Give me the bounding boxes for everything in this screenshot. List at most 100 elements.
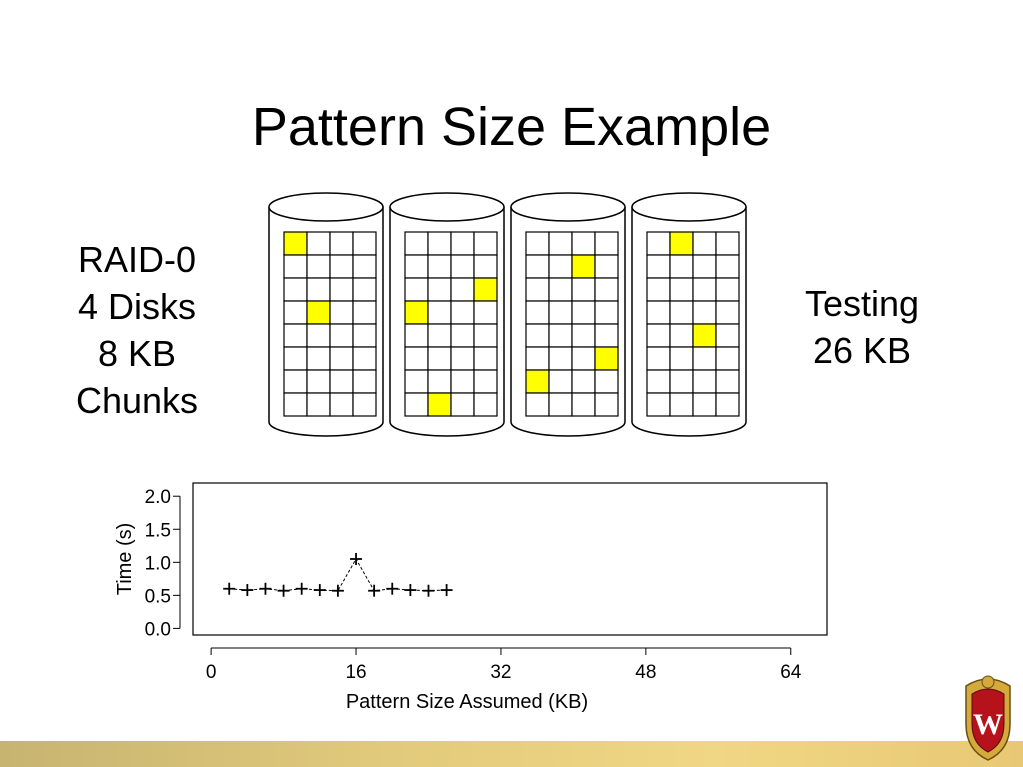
chunk-cell <box>548 346 573 371</box>
chunk-cell <box>548 277 573 302</box>
chunk-cell <box>548 369 573 394</box>
chunk-cell <box>306 392 331 417</box>
chunk-cell <box>669 369 694 394</box>
chunk-cell <box>646 231 671 256</box>
chunk-cell <box>450 392 475 417</box>
highlighted-chunk-cell <box>594 346 619 371</box>
chunk-cell <box>525 300 550 325</box>
chunk-cell <box>352 323 377 348</box>
y-tick-label: 0.5 <box>145 586 171 607</box>
chunk-cell <box>352 369 377 394</box>
chunk-cell <box>427 346 452 371</box>
pattern-size-chart: 0 16 32 48 64 0.0 0.5 1.0 1.5 2.0 Pattern Size Ass… <box>114 482 828 713</box>
chunk-cell <box>404 392 429 417</box>
data-point-marker <box>368 584 381 597</box>
chunk-cell <box>283 369 308 394</box>
chunk-cell <box>450 277 475 302</box>
chunk-cell <box>283 254 308 279</box>
x-tick-label: 32 <box>490 662 511 683</box>
chunk-cell <box>548 323 573 348</box>
chunk-cell <box>306 231 331 256</box>
x-tick-label: 48 <box>635 662 656 683</box>
chunk-cell <box>669 277 694 302</box>
highlighted-chunk-cell <box>427 392 452 417</box>
raid-level-label: RAID-0 <box>77 239 197 280</box>
testing-caption: Testing 26 KB <box>782 280 942 374</box>
chunk-cell <box>427 254 452 279</box>
chunk-cell <box>352 392 377 417</box>
chunk-cell <box>646 346 671 371</box>
chunk-cell <box>306 323 331 348</box>
disk-4 <box>631 192 747 437</box>
chunk-cell <box>473 300 498 325</box>
chunk-cell <box>306 277 331 302</box>
chunk-cell <box>525 254 550 279</box>
testing-size-label: 26 KB <box>812 330 912 371</box>
chunks-label: Chunks <box>75 380 199 421</box>
chunk-cell <box>329 300 354 325</box>
chunk-cell <box>548 254 573 279</box>
chunk-cell <box>646 300 671 325</box>
chunk-cell <box>427 323 452 348</box>
chunk-cell <box>715 231 740 256</box>
crest-letter: W <box>973 708 1003 741</box>
plot-frame <box>192 482 828 636</box>
data-point-marker <box>259 582 272 595</box>
chunk-cell <box>525 346 550 371</box>
y-tick-label: 1.5 <box>145 520 171 541</box>
data-point-marker <box>295 582 308 595</box>
data-point-marker <box>422 584 435 597</box>
disk-top <box>268 192 384 222</box>
chunk-cell <box>692 254 717 279</box>
x-tick-label: 64 <box>780 662 802 683</box>
chunk-cell <box>329 346 354 371</box>
chunk-cell <box>548 231 573 256</box>
chunk-cell <box>692 300 717 325</box>
highlighted-chunk-cell <box>692 323 717 348</box>
data-point-marker <box>331 584 344 597</box>
slide-title: Pattern Size Example <box>251 97 772 157</box>
chunk-cell <box>669 323 694 348</box>
chunk-cell <box>525 277 550 302</box>
data-point-marker <box>386 582 399 595</box>
data-point-marker <box>241 584 254 597</box>
raid-disk-diagram <box>268 192 747 437</box>
footer-bar <box>0 741 1023 767</box>
chunk-cell <box>692 369 717 394</box>
chunk-cell <box>715 277 740 302</box>
chunk-cell <box>548 392 573 417</box>
chunk-cell <box>594 323 619 348</box>
chunk-cell <box>692 346 717 371</box>
data-point-marker <box>223 582 236 595</box>
chunk-cell <box>525 392 550 417</box>
chunk-cell <box>571 392 596 417</box>
highlighted-chunk-cell <box>283 231 308 256</box>
disk-top <box>389 192 505 222</box>
chunk-cell <box>450 346 475 371</box>
chunk-cell <box>594 254 619 279</box>
raid-config-caption: RAID-0 4 Disks 8 KB Chunks <box>58 236 216 424</box>
chunk-cell <box>571 300 596 325</box>
chunk-cell <box>427 300 452 325</box>
chunk-cell <box>715 254 740 279</box>
chunk-cell <box>692 392 717 417</box>
chunk-cell <box>715 392 740 417</box>
highlighted-chunk-cell <box>525 369 550 394</box>
chunk-cell <box>404 369 429 394</box>
chunk-cell <box>352 277 377 302</box>
highlighted-chunk-cell <box>306 300 331 325</box>
chunk-cell <box>692 277 717 302</box>
highlighted-chunk-cell <box>404 300 429 325</box>
disk-top <box>631 192 747 222</box>
chunk-cell <box>404 231 429 256</box>
chunk-cell <box>692 231 717 256</box>
chunk-cell <box>548 300 573 325</box>
chunk-cell <box>571 369 596 394</box>
chunk-cell <box>669 346 694 371</box>
chunk-cell <box>646 392 671 417</box>
chunk-cell <box>594 369 619 394</box>
chunk-cell <box>646 369 671 394</box>
y-tick-label: 0.0 <box>145 619 171 640</box>
disk-top <box>510 192 626 222</box>
chunk-cell <box>715 369 740 394</box>
